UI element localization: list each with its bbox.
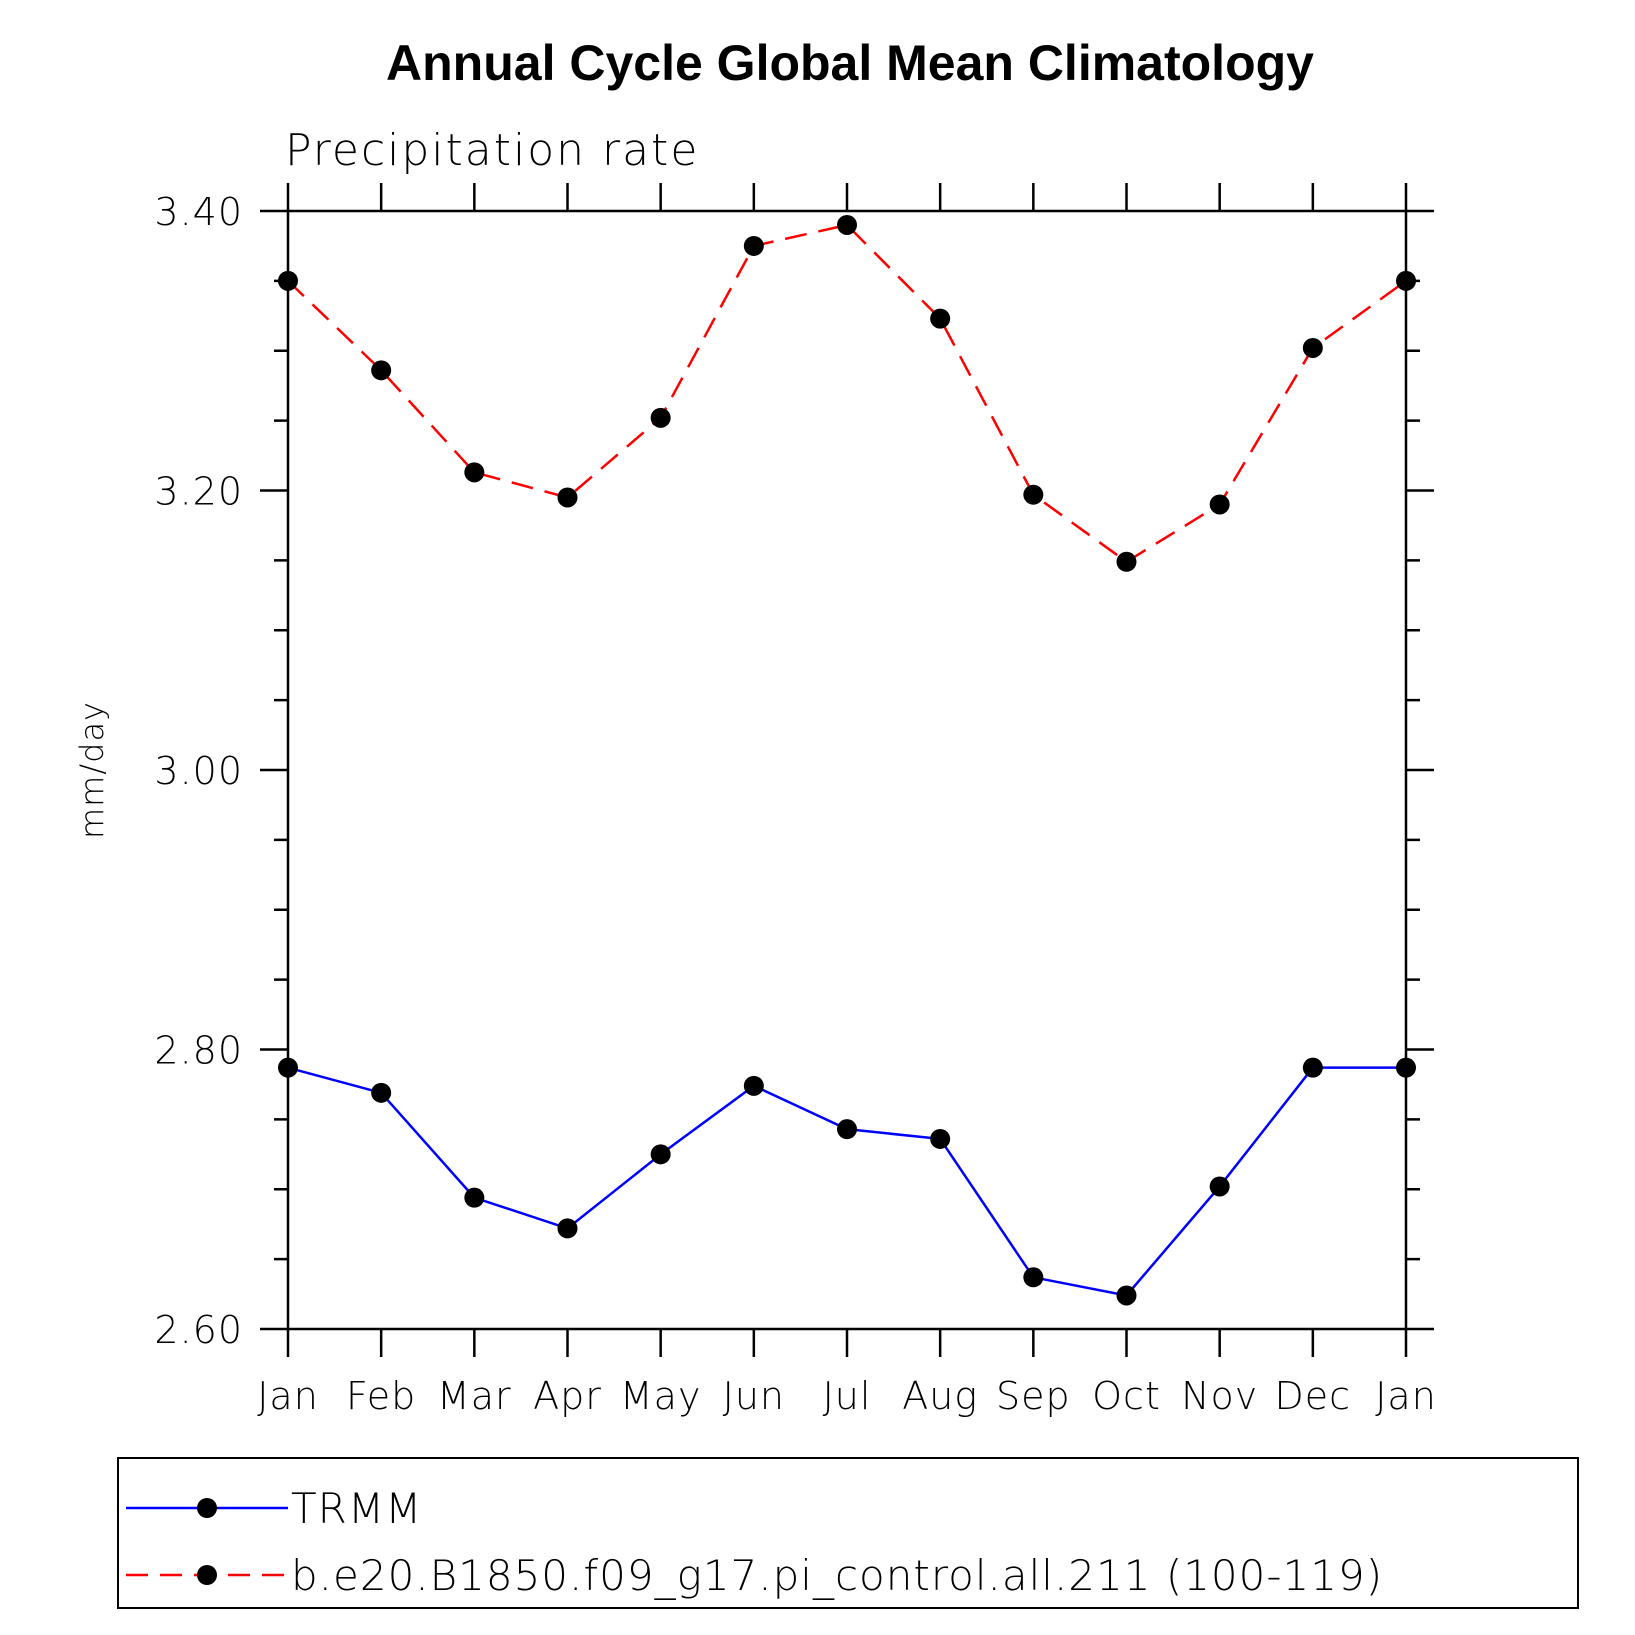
data-point (1116, 551, 1137, 572)
y-tick-label: 3.40 (154, 190, 243, 234)
data-point (1396, 1057, 1416, 1078)
legend-marker (197, 1565, 217, 1585)
data-point (1302, 1057, 1323, 1078)
data-point (1116, 1285, 1137, 1306)
data-point (464, 1187, 485, 1208)
data-point (743, 235, 764, 256)
legend-marker (197, 1498, 217, 1518)
data-point (930, 308, 951, 329)
y-tick-label: 3.20 (154, 470, 243, 514)
data-point (743, 1075, 764, 1096)
data-point (371, 360, 392, 381)
plot-frame (286, 209, 1408, 1331)
y-tick-label: 2.60 (154, 1308, 243, 1352)
data-point (837, 1119, 857, 1140)
data-point (1396, 270, 1416, 291)
x-tick-label: Oct (1092, 1374, 1161, 1418)
data-point (557, 487, 578, 508)
x-tick-label: May (620, 1374, 702, 1418)
y-tick-label: 2.80 (154, 1029, 243, 1073)
x-tick-label: Nov (1181, 1374, 1258, 1418)
x-tick-label: Apr (533, 1374, 602, 1418)
data-point (1209, 1176, 1230, 1197)
data-point (278, 1057, 298, 1078)
legend-label: TRMM (291, 1484, 422, 1533)
x-tick-label: Dec (1275, 1374, 1352, 1418)
data-point (650, 407, 671, 428)
data-point (1023, 1267, 1044, 1288)
chart-title: Annual Cycle Global Mean Climatology (386, 35, 1314, 91)
legend-label: b.e20.B1850.f09_g17.pi_control.all.211 (… (291, 1551, 1383, 1600)
x-tick-label: Mar (437, 1374, 512, 1418)
y-tick-label: 3.00 (154, 749, 243, 793)
data-point (464, 462, 485, 483)
data-point (1302, 337, 1323, 358)
x-tick-label: Feb (346, 1374, 416, 1418)
data-point (1209, 494, 1230, 515)
x-tick-labels: Jan Feb Mar Apr May Jun Jul Aug Sep Oct Nov Dec Jan (257, 1374, 1437, 1418)
data-point (650, 1144, 671, 1165)
x-tick-label: Sep (996, 1374, 1071, 1418)
data-point (930, 1128, 951, 1149)
axis-ticks (260, 183, 1434, 1357)
data-point (371, 1082, 392, 1103)
x-tick-label: Jan (257, 1374, 319, 1418)
chart-subtitle: Precipitation rate (285, 125, 699, 176)
legend-box (117, 1457, 1579, 1609)
y-tick-labels: 2.60 2.80 3.00 3.20 3.40 (154, 190, 243, 1352)
data-point (557, 1218, 578, 1239)
data-point (1023, 484, 1044, 505)
data-point (278, 270, 298, 291)
x-tick-label: Aug (902, 1374, 978, 1418)
y-axis-label: mm/day (73, 701, 111, 839)
x-tick-label: Jun (723, 1374, 785, 1418)
series-line (287, 1066, 1406, 1297)
x-tick-label: Jan (1375, 1374, 1437, 1418)
series-line (287, 223, 1407, 564)
legend: TRMM b.e20.B1850.f09_g17.pi_control.all.2… (117, 1457, 1579, 1609)
x-tick-label: Jul (823, 1374, 872, 1418)
series-group (278, 214, 1416, 1306)
data-point (837, 214, 857, 235)
